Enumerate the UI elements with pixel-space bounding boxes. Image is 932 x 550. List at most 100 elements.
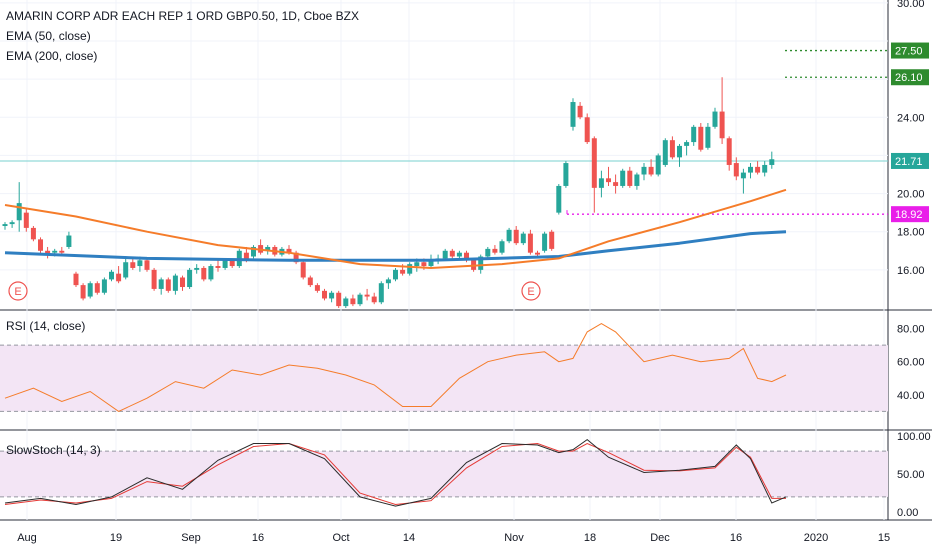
candle-body [137, 260, 143, 267]
candle-body [393, 269, 398, 280]
candle-body [194, 267, 200, 270]
price-tick-label: 18.00 [897, 227, 925, 239]
candle-body [677, 145, 682, 158]
candle-body [222, 260, 228, 268]
badge-last-price [891, 152, 929, 169]
candle-body [577, 105, 583, 118]
candle-body [16, 203, 22, 221]
stoch-legend-label[interactable]: SlowStoch (14, 3) [6, 443, 101, 457]
candle-body [662, 140, 668, 165]
stoch-k-path [4, 438, 787, 507]
stoch-tick-label: 0.00 [897, 507, 918, 519]
candle-body [634, 174, 640, 186]
time-tick-label: Nov [504, 532, 524, 544]
price-axis[interactable]: 16.00 18.00 20.00 24.00 30.00 27.50 26.10 21.71… [891, 0, 931, 519]
candle-body [23, 212, 29, 228]
candle-body [286, 248, 292, 253]
ema50-line [4, 188, 787, 269]
candle-body [712, 111, 718, 127]
candle-body [378, 283, 384, 303]
stoch-d-path [4, 442, 786, 506]
stoch-tick-label: 50.00 [897, 469, 925, 481]
stoch-band [0, 450, 888, 498]
rsi-line [4, 323, 787, 412]
candle-body [407, 264, 413, 274]
candle-body [371, 296, 377, 303]
candle-body [2, 224, 8, 226]
candle-body [485, 248, 491, 257]
ema200-legend[interactable]: EMA (200, close) [6, 49, 98, 63]
candle-body [343, 298, 349, 307]
candle-body [655, 155, 661, 175]
price-tick-label: 20.00 [897, 189, 925, 201]
candle-body [598, 178, 604, 188]
badge-26-10-label: 26.10 [895, 72, 923, 84]
candle-body [535, 252, 540, 255]
candle-body [243, 252, 249, 261]
price-tick-label: 16.00 [897, 265, 925, 277]
candle-body [613, 182, 619, 186]
candle-body [30, 227, 36, 240]
candle-body [357, 294, 363, 305]
candle-body [762, 164, 768, 173]
candle-body [726, 138, 732, 165]
badge-18-92-label: 18.92 [895, 209, 923, 221]
candle-body [400, 269, 406, 274]
rsi-band-fill [0, 345, 888, 412]
ema50-legend[interactable]: EMA (50, close) [6, 29, 91, 43]
candle-body [385, 279, 391, 284]
candle-body [329, 292, 335, 299]
candle-body [464, 252, 469, 261]
candle-body [520, 233, 526, 244]
candle-body [300, 262, 306, 278]
rsi-legend-label[interactable]: RSI (14, close) [6, 319, 86, 333]
time-tick-label: Aug [17, 532, 37, 544]
candle-body [151, 269, 157, 289]
stoch-band-fill [0, 451, 888, 497]
candle-body [549, 231, 555, 249]
candle-body [513, 229, 519, 244]
earnings-marker [8, 281, 28, 301]
time-tick-label: 16 [730, 532, 742, 544]
candle-body [506, 229, 512, 242]
candle-body [45, 250, 51, 255]
time-tick-label: 16 [252, 532, 264, 544]
candle-body [606, 178, 611, 183]
candle-body [109, 271, 114, 280]
time-axis[interactable]: Aug 19 Sep 16 Oct 14 Nov 18 Dec 16 2020 15 [17, 532, 890, 544]
candle-body [740, 172, 746, 179]
candle-body [293, 252, 299, 263]
candle-body [172, 275, 178, 291]
badge-26-10 [891, 69, 929, 86]
candle-body [478, 256, 484, 270]
candle-body [570, 102, 576, 127]
candle-body [187, 269, 193, 288]
stoch-legend: SlowStoch (14, 3) [6, 440, 101, 460]
main-legend: AMARIN CORP ADR EACH REP 1 ORD GBP0.50, … [6, 6, 359, 66]
ema-lines [4, 188, 787, 269]
symbol-title[interactable]: AMARIN CORP ADR EACH REP 1 ORD GBP0.50, … [6, 9, 360, 23]
earnings-marker-label: E [14, 286, 21, 298]
candle-body [755, 166, 761, 173]
candle-body [66, 235, 72, 247]
ema200-line [4, 230, 787, 262]
stoch-lines [4, 438, 787, 507]
candle-body [314, 285, 320, 291]
badge-27-50 [891, 42, 929, 59]
candle-body [449, 250, 455, 257]
candle-body [421, 262, 427, 267]
earnings-marker-label: E [527, 286, 534, 298]
time-tick-label: 2020 [804, 532, 828, 544]
candle-body [38, 239, 43, 251]
candle-body [59, 250, 65, 253]
candle-body [563, 163, 569, 186]
candle-body [180, 277, 185, 288]
price-tick-label: 24.00 [897, 112, 925, 124]
candle-body [691, 126, 697, 143]
candle-body [265, 246, 271, 251]
candle-body [499, 241, 505, 253]
candle-body [428, 260, 434, 267]
candle-body [251, 246, 256, 257]
